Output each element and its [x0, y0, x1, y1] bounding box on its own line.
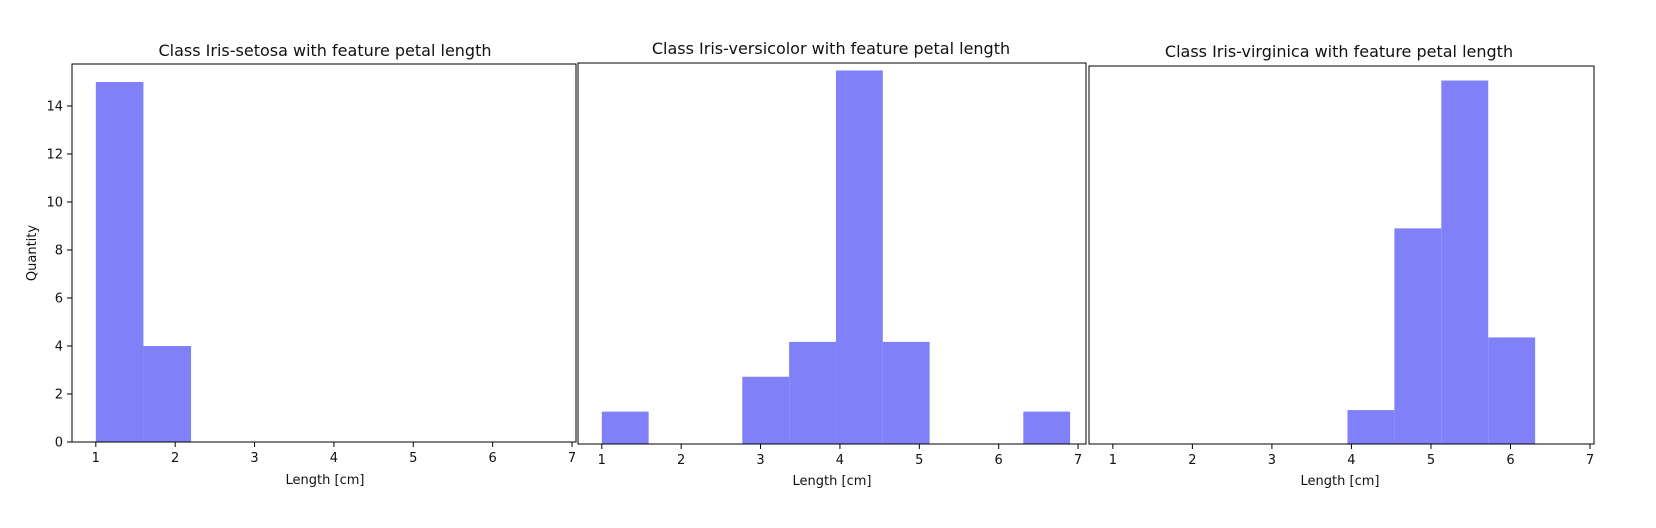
x-tick-label: 3 [756, 453, 764, 468]
x-ticks: 1 2 3 4 5 6 7 [598, 444, 1082, 468]
panel-title: Class Iris-setosa with feature petal len… [159, 41, 492, 60]
plot-frame [577, 62, 1087, 445]
y-tick-label: 2 [55, 388, 63, 403]
bars [601, 70, 1071, 444]
panel-iris-virginica: Class Iris-virginica with feature petal … [1088, 42, 1595, 489]
x-ticks: 1 2 3 4 5 6 7 [92, 442, 576, 466]
x-tick-label: 3 [1268, 453, 1276, 468]
x-tick-label: 5 [915, 453, 923, 468]
panel-title: Class Iris-virginica with feature petal … [1165, 42, 1513, 61]
histogram-bar [1394, 228, 1442, 444]
x-tick-label: 6 [1506, 453, 1514, 468]
plot-frame [1088, 65, 1595, 445]
histogram-bar [742, 376, 790, 444]
panel-iris-setosa: Class Iris-setosa with feature petal len… [25, 41, 577, 488]
histogram-bar [1441, 80, 1489, 444]
y-tick-label: 0 [55, 436, 63, 451]
y-tick-label: 14 [46, 100, 63, 115]
x-tick-label: 4 [836, 453, 844, 468]
y-tick-label: 6 [55, 292, 63, 307]
y-ticks: 0 2 4 6 8 10 12 14 [46, 100, 72, 451]
histogram-bar [882, 341, 930, 444]
x-tick-label: 4 [330, 451, 338, 466]
plot-frame [71, 63, 577, 443]
x-axis-label: Length [cm] [1301, 474, 1380, 489]
histogram-bar [835, 70, 883, 444]
bars [95, 82, 192, 442]
x-tick-label: 2 [171, 451, 179, 466]
y-tick-label: 12 [46, 148, 63, 163]
x-tick-label: 1 [92, 451, 100, 466]
y-tick-label: 4 [55, 340, 63, 355]
x-tick-label: 6 [489, 451, 497, 466]
x-tick-label: 5 [1427, 453, 1435, 468]
x-tick-label: 5 [409, 451, 417, 466]
histogram-bar [1023, 411, 1071, 444]
histogram-bar [601, 411, 649, 444]
x-tick-label: 2 [1188, 453, 1196, 468]
histogram-bar [1347, 410, 1395, 444]
y-axis-label: Quantity [25, 225, 40, 281]
x-tick-label: 6 [995, 453, 1003, 468]
bars [1347, 80, 1536, 444]
x-tick-label: 3 [250, 451, 258, 466]
y-tick-label: 10 [46, 196, 63, 211]
histogram-bar [143, 346, 192, 442]
x-axis-label: Length [cm] [793, 474, 872, 489]
histogram-bar [1488, 337, 1536, 444]
x-tick-label: 2 [677, 453, 685, 468]
histogram-bar [95, 82, 144, 442]
y-tick-label: 8 [55, 244, 63, 259]
x-tick-label: 1 [598, 453, 606, 468]
x-tick-label: 7 [1586, 453, 1594, 468]
x-axis-label: Length [cm] [286, 473, 365, 488]
panel-title: Class Iris-versicolor with feature petal… [652, 39, 1010, 58]
histogram-bar [789, 341, 836, 444]
x-tick-label: 1 [1109, 453, 1117, 468]
panel-iris-versicolor: Class Iris-versicolor with feature petal… [577, 39, 1087, 489]
x-tick-label: 4 [1347, 453, 1355, 468]
x-tick-label: 7 [568, 451, 576, 466]
x-tick-label: 7 [1074, 453, 1082, 468]
x-ticks: 1 2 3 4 5 6 7 [1109, 444, 1594, 468]
